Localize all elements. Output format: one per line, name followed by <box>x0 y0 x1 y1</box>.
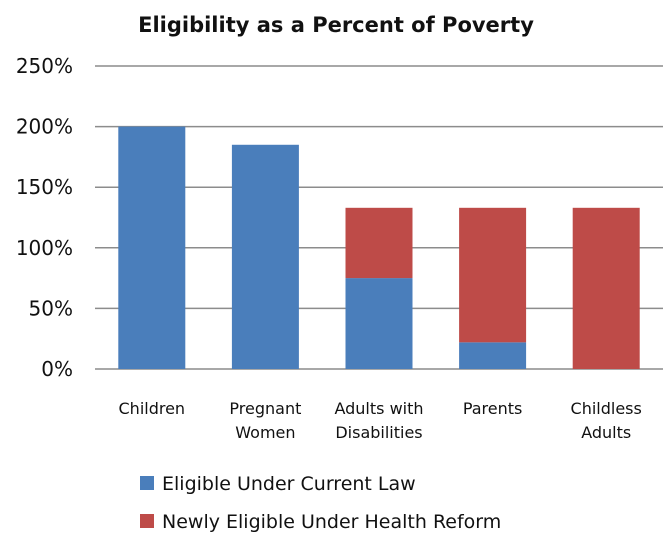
bar <box>459 342 527 369</box>
y-tick-label: 250% <box>16 54 73 78</box>
y-tick-label: 150% <box>16 175 73 199</box>
x-category-label: Children <box>119 399 186 418</box>
legend: Eligible Under Current Law Newly Eligible… <box>140 473 501 533</box>
y-axis-ticks: 0% 50% 100% 150% 200% 250% <box>16 54 73 381</box>
x-category-label: Childless <box>571 399 642 418</box>
y-tick-label: 200% <box>16 115 73 139</box>
x-category-label: Parents <box>463 399 523 418</box>
bar <box>345 278 413 369</box>
bar <box>459 207 527 343</box>
x-axis-categories: Children Pregnant Women Adults with Disabili… <box>119 399 642 442</box>
chart-title: Eligibility as a Percent of Poverty <box>138 13 534 37</box>
y-tick-label: 50% <box>29 296 73 320</box>
bar <box>345 207 413 279</box>
bar <box>118 126 186 369</box>
legend-label: Eligible Under Current Law <box>162 473 416 495</box>
bar <box>572 207 640 369</box>
x-category-label: Pregnant <box>229 399 301 418</box>
x-category-label: Adults <box>581 423 631 442</box>
y-tick-label: 100% <box>16 236 73 260</box>
x-category-label: Women <box>235 423 295 442</box>
y-tick-label: 0% <box>41 357 73 381</box>
bar <box>231 144 299 369</box>
x-category-label: Disabilities <box>335 423 422 442</box>
x-category-label: Adults with <box>334 399 423 418</box>
legend-swatch <box>140 476 154 490</box>
legend-swatch <box>140 514 154 528</box>
bars <box>118 126 640 369</box>
legend-label: Newly Eligible Under Health Reform <box>162 511 501 533</box>
